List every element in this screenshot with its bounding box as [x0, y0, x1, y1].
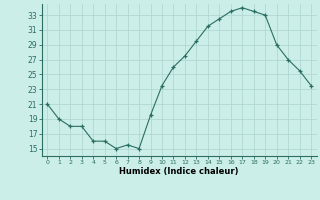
X-axis label: Humidex (Indice chaleur): Humidex (Indice chaleur)	[119, 167, 239, 176]
